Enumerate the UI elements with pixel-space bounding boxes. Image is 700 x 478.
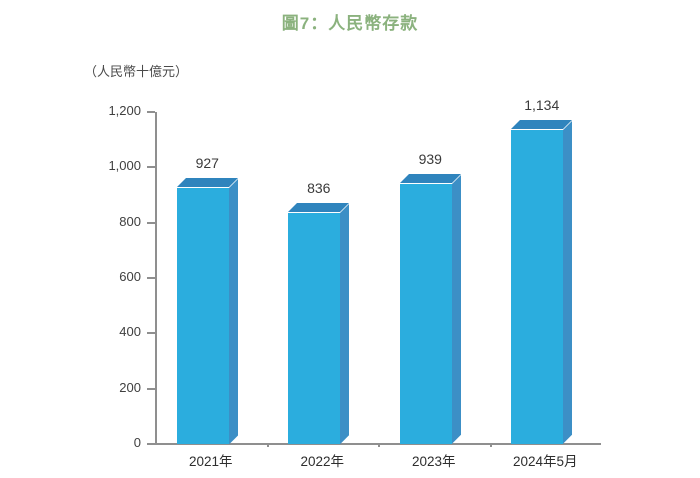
x-axis-category-label: 2022年 (300, 454, 345, 469)
bar-top-face (288, 202, 350, 212)
y-axis-tick-mark (147, 443, 155, 445)
x-axis-tick-mark (378, 443, 380, 447)
bar (399, 174, 461, 444)
y-axis-tick-label: 800 (119, 213, 141, 229)
bar-front-face (511, 130, 564, 444)
y-axis-tick-label: 400 (119, 324, 141, 340)
chart-title: 圖7：人民幣存款 (281, 14, 419, 33)
bar-value-label: 927 (195, 154, 219, 171)
y-axis-tick-label: 200 (119, 379, 141, 395)
x-axis-tick-mark (489, 443, 492, 447)
x-axis-category-label: 2023年 (411, 454, 456, 469)
bar-side-face (228, 178, 238, 444)
bar-value-label: 1,134 (524, 97, 560, 114)
bar-side-face (340, 203, 350, 444)
bar-top-face (399, 174, 461, 184)
bar-front-face (288, 212, 341, 444)
y-axis-tick-mark (147, 277, 155, 279)
x-axis-category-label: 2021年 (188, 454, 233, 469)
bar-value-label: 939 (418, 151, 442, 168)
bar (176, 177, 238, 444)
bar-top-face (511, 120, 573, 130)
y-axis-tick-mark (147, 332, 155, 335)
bar-front-face (399, 184, 452, 444)
x-axis-tick-mark (266, 443, 269, 447)
bar-side-face (451, 175, 461, 444)
y-axis-tick-mark (147, 221, 155, 224)
y-axis-tick-label: 600 (119, 269, 141, 284)
y-axis-tick-label: 0 (133, 435, 141, 450)
y-axis-tick-mark (147, 166, 155, 169)
y-axis-tick-label: 1,000 (108, 158, 141, 174)
y-axis-tick-label: 1,200 (108, 103, 141, 118)
bar-side-face (563, 121, 573, 444)
bar (288, 202, 350, 444)
bar-front-face (176, 187, 229, 444)
y-axis-tick-mark (147, 387, 155, 390)
bar-value-label: 836 (307, 179, 331, 196)
x-axis-category-label: 2024年5月 (512, 454, 578, 469)
y-axis-line (155, 112, 157, 445)
bar-top-face (176, 177, 238, 187)
bar (511, 120, 573, 444)
y-axis-tick-mark (147, 111, 155, 113)
y-axis-unit-label: （人民幣十億元） (84, 64, 189, 79)
